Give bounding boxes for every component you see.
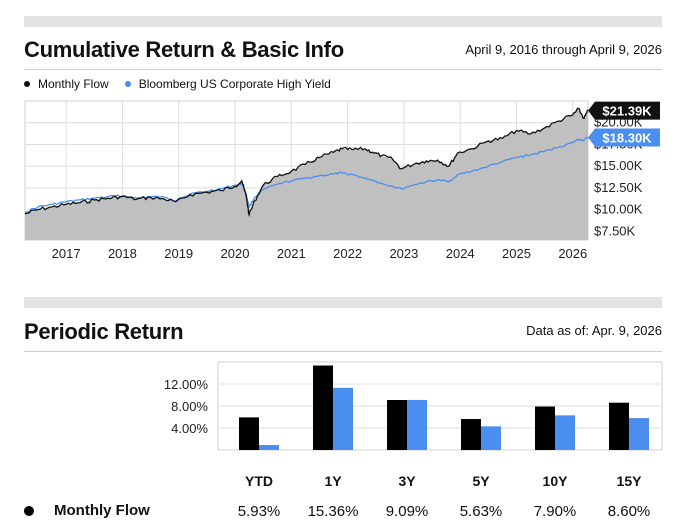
row-label-text: Monthly Flow	[54, 502, 150, 519]
y-tick-label: $7.50K	[594, 223, 636, 238]
periodic-title: Periodic Return	[24, 319, 184, 344]
bar-monthly-flow[interactable]	[387, 400, 407, 450]
legend-label: Monthly Flow	[38, 77, 109, 91]
legend-label: Bloomberg US Corporate High Yield	[138, 77, 331, 91]
row-value-cell: 7.90%	[533, 503, 577, 520]
section-divider	[24, 69, 662, 70]
cumulative-title: Cumulative Return & Basic Info	[24, 37, 344, 62]
y-tick-label: $15.00K	[594, 158, 643, 173]
y-tick-label: 12.00%	[164, 377, 209, 392]
row-value-cell: 5.93%	[237, 503, 281, 520]
x-tick-label: 2017	[52, 246, 81, 261]
category-label: 15Y	[617, 473, 643, 489]
y-tick-label: 8.00%	[171, 399, 208, 414]
x-tick-label: 2022	[333, 246, 362, 261]
row-value-cell: 5.63%	[459, 503, 503, 520]
monthly-flow-series-line	[24, 107, 589, 218]
end-label-monthly-flow-text: $21.39K	[602, 104, 652, 119]
chart-legend: Monthly Flow Bloomberg US Corporate High…	[24, 77, 347, 91]
row-label-monthly-flow: Monthly Flow	[24, 502, 150, 519]
y-tick-label: $12.50K	[594, 180, 643, 195]
legend-dot-icon	[124, 81, 131, 87]
row-value-cell: 15.36%	[307, 503, 359, 520]
bar-monthly-flow[interactable]	[461, 419, 481, 450]
x-tick-label: 2025	[502, 246, 531, 261]
x-tick-label: 2023	[389, 246, 418, 261]
y-tick-label: $10.00K	[594, 202, 643, 217]
category-label: 10Y	[543, 473, 569, 489]
bar-benchmark[interactable]	[259, 445, 279, 450]
date-range: April 9, 2016 through April 9, 2026	[465, 42, 662, 57]
category-label: 3Y	[398, 473, 416, 489]
x-tick-label: 2019	[164, 246, 193, 261]
legend-item-monthly-flow[interactable]: Monthly Flow	[24, 77, 109, 91]
section-band-periodic	[24, 297, 662, 308]
bar-benchmark[interactable]	[333, 387, 353, 450]
bar-benchmark[interactable]	[481, 426, 501, 450]
x-tick-label: 2026	[558, 246, 587, 261]
cumulative-return-chart[interactable]: $7.50K$10.00K$12.50K$15.00K$17.50K$20.00…	[0, 95, 684, 275]
bar-monthly-flow[interactable]	[313, 365, 333, 450]
bar-benchmark[interactable]	[407, 399, 427, 450]
row-value-cell: 8.60%	[607, 503, 651, 520]
category-label: 1Y	[324, 473, 342, 489]
end-label-monthly-flow: $21.39K	[588, 101, 660, 120]
bar-benchmark[interactable]	[629, 418, 649, 450]
y-tick-label: 4.00%	[171, 421, 208, 436]
category-label: YTD	[245, 473, 273, 489]
benchmark-series-line	[24, 136, 589, 213]
periodic-return-chart[interactable]: 4.00% 8.00% 12.00% YTD 1Y 3Y 5Y 10Y 15Y	[0, 356, 684, 496]
bar-benchmark[interactable]	[555, 415, 575, 450]
end-label-benchmark: $18.30K	[588, 128, 660, 147]
row-value-cell: 9.09%	[385, 503, 429, 520]
bar-monthly-flow[interactable]	[535, 406, 555, 450]
section-band-top	[24, 16, 662, 27]
bar-monthly-flow[interactable]	[609, 402, 629, 450]
bar-monthly-flow[interactable]	[239, 417, 259, 450]
x-tick-label: 2021	[277, 246, 306, 261]
x-tick-label: 2018	[108, 246, 137, 261]
section-divider	[24, 351, 662, 352]
legend-item-benchmark[interactable]: Bloomberg US Corporate High Yield	[124, 77, 331, 91]
category-label: 5Y	[472, 473, 490, 489]
monthly-flow-area	[25, 108, 588, 240]
legend-dot-icon	[24, 81, 30, 87]
end-label-benchmark-text: $18.30K	[602, 130, 652, 145]
x-tick-label: 2020	[221, 246, 250, 261]
x-tick-label: 2024	[446, 246, 475, 261]
series-dot-icon	[24, 505, 34, 516]
as-of-date: Data as of: Apr. 9, 2026	[526, 323, 662, 338]
